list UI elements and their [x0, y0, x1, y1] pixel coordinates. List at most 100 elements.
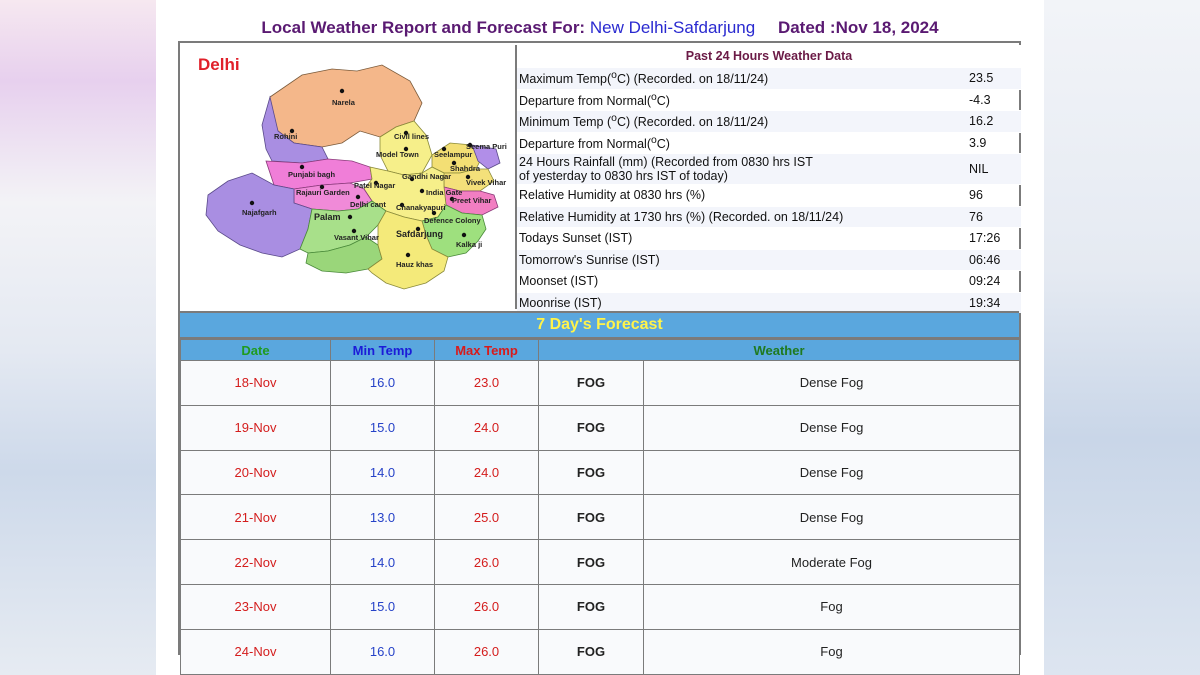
- row-value: -4.3: [969, 88, 1021, 111]
- title-prefix: Local Weather Report and Forecast For:: [261, 18, 586, 37]
- map-label-kalka-ji: Kalka ji: [456, 240, 482, 249]
- row-label: Maximum Temp(oC) (Recorded. on 18/11/24): [517, 67, 969, 89]
- map-label-hauz-khas: Hauz khas: [396, 260, 433, 269]
- row-label: Departure from Normal(oC): [517, 88, 969, 111]
- row-label: Moonrise (IST): [517, 291, 969, 313]
- col-header-date: Date: [180, 339, 331, 361]
- map-label-shahdra: Shahdra: [450, 164, 481, 173]
- forecast-date: 23-Nov: [180, 583, 331, 630]
- map-label-narela: Narela: [332, 98, 356, 107]
- map-label-delhi-cant: Delhi cant: [350, 200, 386, 209]
- forecast-date: 19-Nov: [180, 404, 331, 451]
- past-24-hours-panel: Past 24 Hours Weather Data Maximum Temp(…: [515, 45, 1021, 313]
- map-labels: Narela Rohini Civil lines Model Town See…: [242, 88, 507, 269]
- map-label-defence-colony: Defence Colony: [424, 216, 482, 225]
- forecast-max-temp: 26.0: [434, 583, 539, 630]
- rainfall-label-line2: of yesterday to 0830 hrs IST of today): [519, 169, 728, 183]
- row-label: Minimum Temp (oC) (Recorded. on 18/11/24…: [517, 110, 969, 132]
- row-label: 24 Hours Rainfall (mm) (Recorded from 08…: [517, 153, 969, 185]
- table-row: Moonrise (IST) 19:34: [517, 291, 1021, 313]
- map-label-preet-vihar: Preet Vihar: [452, 196, 492, 205]
- table-row: 23-Nov 15.0 26.0 FOG Fog: [180, 583, 1020, 630]
- map-label-najafgarh: Najafgarh: [242, 208, 277, 217]
- map-label-patel-nagar: Patel Nagar: [354, 181, 395, 190]
- forecast-date: 21-Nov: [180, 494, 331, 541]
- report-panel: Local Weather Report and Forecast For: N…: [156, 0, 1044, 675]
- row-value: 09:24: [969, 270, 1021, 292]
- row-label: Todays Sunset (IST): [517, 227, 969, 249]
- col-header-weather: Weather: [538, 339, 1020, 361]
- row-value: NIL: [969, 153, 1021, 185]
- map-label-civil-lines: Civil lines: [394, 132, 429, 141]
- row-value: 06:46: [969, 248, 1021, 271]
- row-label: Relative Humidity at 0830 hrs (%): [517, 184, 969, 206]
- table-row: 18-Nov 16.0 23.0 FOG Dense Fog: [180, 360, 1020, 406]
- forecast-weather-desc: Dense Fog: [643, 404, 1020, 451]
- forecast-weather-code: FOG: [538, 628, 644, 675]
- map-label-rajauri-garden: Rajauri Garden: [296, 188, 350, 197]
- forecast-min-temp: 16.0: [330, 360, 435, 406]
- forecast-weather-desc: Dense Fog: [643, 360, 1020, 406]
- table-row: Relative Humidity at 1730 hrs (%) (Recor…: [517, 205, 1021, 228]
- table-row: Departure from Normal(oC) 3.9: [517, 131, 1021, 154]
- forecast-date: 18-Nov: [180, 360, 331, 406]
- map-label-model-town: Model Town: [376, 150, 419, 159]
- forecast-max-temp: 26.0: [434, 628, 539, 675]
- forecast-date: 24-Nov: [180, 628, 331, 675]
- report-date: Dated :Nov 18, 2024: [777, 18, 939, 37]
- forecast-weather-code: FOG: [538, 494, 644, 541]
- row-label: Moonset (IST): [517, 270, 969, 292]
- map-label-safdarjung: Safdarjung: [396, 229, 443, 239]
- col-header-min-temp: Min Temp: [330, 339, 435, 361]
- map-label-punjabi-bagh: Punjabi bagh: [288, 170, 336, 179]
- map-label-rohini: Rohini: [274, 132, 297, 141]
- table-row: 19-Nov 15.0 24.0 FOG Dense Fog: [180, 404, 1020, 451]
- forecast-max-temp: 24.0: [434, 404, 539, 451]
- table-row: Tomorrow's Sunrise (IST) 06:46: [517, 248, 1021, 271]
- map-label-gandhi-nagar: Gandhi Nagar: [402, 172, 451, 181]
- forecast-weather-desc: Dense Fog: [643, 494, 1020, 541]
- table-row: 22-Nov 14.0 26.0 FOG Moderate Fog: [180, 539, 1020, 585]
- station-name: New Delhi-Safdarjung: [589, 18, 756, 37]
- past-24-hours-heading: Past 24 Hours Weather Data: [517, 45, 1021, 68]
- map-title: Delhi: [198, 55, 240, 74]
- row-value: 23.5: [969, 67, 1021, 89]
- forecast-date: 20-Nov: [180, 449, 331, 496]
- forecast-weather-desc: Fog: [643, 628, 1020, 675]
- row-value: 76: [969, 205, 1021, 228]
- table-row: Minimum Temp (oC) (Recorded. on 18/11/24…: [517, 110, 1021, 132]
- forecast-max-temp: 23.0: [434, 360, 539, 406]
- map-label-india-gate: India Gate: [426, 188, 462, 197]
- forecast-header-row: Date Min Temp Max Temp Weather: [180, 339, 1020, 361]
- forecast-weather-desc: Moderate Fog: [643, 539, 1020, 585]
- row-label: Departure from Normal(oC): [517, 131, 969, 154]
- table-row: 21-Nov 13.0 25.0 FOG Dense Fog: [180, 494, 1020, 541]
- region-hauz-khas: [367, 210, 449, 290]
- forecast-min-temp: 15.0: [330, 404, 435, 451]
- forecast-min-temp: 15.0: [330, 583, 435, 630]
- row-label: Tomorrow's Sunrise (IST): [517, 248, 969, 271]
- table-row: Relative Humidity at 0830 hrs (%) 96: [517, 184, 1021, 206]
- map-label-seelampur: Seelampur: [434, 150, 472, 159]
- forecast-weather-code: FOG: [538, 360, 644, 406]
- forecast-date: 22-Nov: [180, 539, 331, 585]
- past-24-hours-table: Past 24 Hours Weather Data Maximum Temp(…: [517, 45, 1021, 313]
- forecast-max-temp: 26.0: [434, 539, 539, 585]
- forecast-title: 7 Day's Forecast: [180, 311, 1019, 339]
- rainfall-label-line1: 24 Hours Rainfall (mm) (Recorded from 08…: [519, 155, 813, 169]
- row-value: 17:26: [969, 227, 1021, 249]
- table-row: Todays Sunset (IST) 17:26: [517, 227, 1021, 249]
- col-header-max-temp: Max Temp: [434, 339, 539, 361]
- table-row: 24 Hours Rainfall (mm) (Recorded from 08…: [517, 153, 1021, 185]
- row-value: 96: [969, 184, 1021, 206]
- row-value: 19:34: [969, 291, 1021, 313]
- forecast-max-temp: 25.0: [434, 494, 539, 541]
- map-label-seema-puri: Seema Puri: [466, 142, 507, 151]
- table-row: Maximum Temp(oC) (Recorded. on 18/11/24)…: [517, 67, 1021, 89]
- map-label-vasant-vihar: Vasant Vihar: [334, 233, 379, 242]
- row-label: Relative Humidity at 1730 hrs (%) (Recor…: [517, 205, 969, 228]
- map-label-chanakyapuri: Chanakyapuri: [396, 203, 446, 212]
- forecast-weather-code: FOG: [538, 583, 644, 630]
- map-label-palam: Palam: [314, 212, 341, 222]
- forecast-weather-code: FOG: [538, 449, 644, 496]
